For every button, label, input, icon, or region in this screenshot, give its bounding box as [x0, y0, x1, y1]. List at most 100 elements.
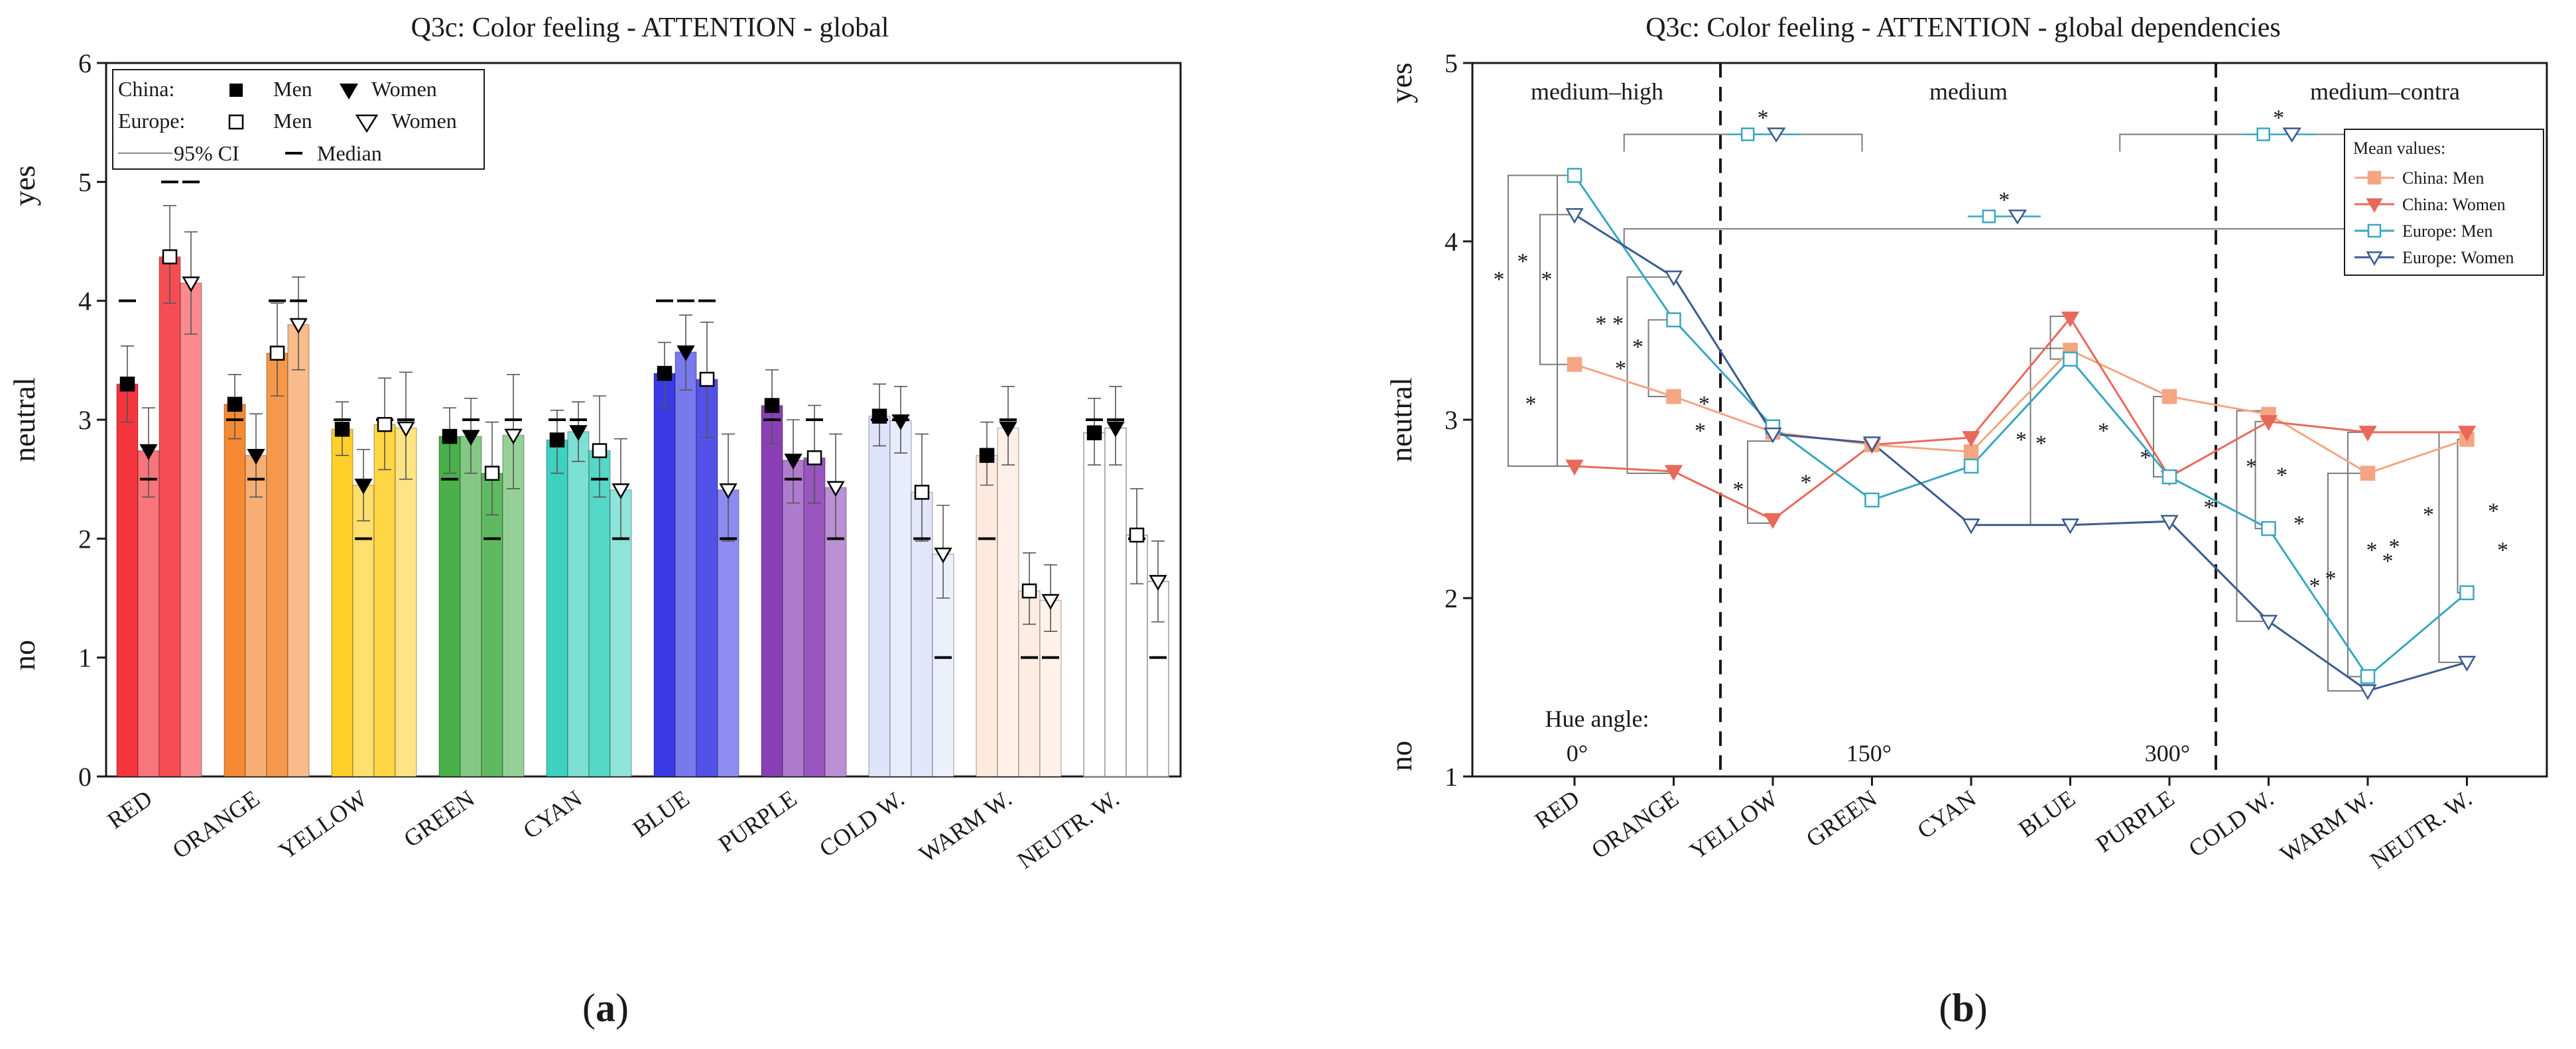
bar-orange-2 [266, 352, 289, 777]
legend-b-title: Mean values: [2353, 139, 2445, 158]
bracket-yellow [1747, 440, 1773, 524]
bar-orange-0 [224, 403, 246, 777]
panel-a: Q3c: Color feeling - ATTENTION - global … [7, 13, 1182, 1030]
point-europe-men [1963, 458, 1979, 474]
region-label-medium-high: medium–high [1531, 78, 1663, 105]
marker-1 [354, 478, 373, 495]
sig-star: * [1801, 470, 1812, 495]
sig-star: * [2204, 495, 2215, 520]
sig-star: * [2382, 549, 2394, 574]
panel-b-significance-brackets: ***** ****** ** ***** *** ** *** *** ** [1494, 106, 2508, 692]
panel-a-caption-letter: a [596, 986, 615, 1030]
marker-2 [377, 416, 393, 432]
marker-3 [397, 421, 415, 438]
bar-neutr. w.-1 [1104, 427, 1127, 777]
x-label-coldw: COLD W. [814, 785, 909, 863]
x-label-cyan: CYAN [518, 785, 586, 844]
point-europe-men [2161, 469, 2177, 485]
sig-star: * [2325, 567, 2337, 591]
point-europe-women [1565, 208, 1584, 224]
legend-b-text-china-women: China: Women [2402, 195, 2506, 214]
x-label-green: GREEN [399, 785, 479, 853]
panel-a-ylabel-no: no [7, 640, 41, 670]
legend-b-text-europe-men: Europe: Men [2402, 221, 2492, 241]
legend-median-text: Median [317, 141, 382, 165]
point-europe-women [1962, 518, 1980, 534]
y-tick-label: 4 [78, 286, 92, 316]
legend-europe-men-text: Men [273, 109, 312, 133]
hue-angle-300: 300° [2145, 740, 2190, 767]
x-label-green: GREEN [1801, 785, 1882, 853]
marker-2 [699, 371, 715, 387]
y-tick-label: 2 [1445, 584, 1458, 613]
marker-1 [462, 430, 480, 446]
bar-purple-2 [803, 457, 826, 777]
marker-0 [871, 408, 887, 424]
y-tick-label: 6 [78, 48, 92, 78]
series-line-china-women [1574, 316, 2467, 521]
point-europe-women [1664, 271, 1683, 286]
sig-star: * [1541, 267, 1553, 292]
sig-star: * [2488, 499, 2499, 524]
sig-star: * [1695, 418, 1706, 443]
point-europe-men [2459, 585, 2475, 601]
marker-2 [484, 465, 500, 481]
panel-b-ylabel-neutral: neutral [1384, 377, 1418, 462]
marker-2 [592, 443, 608, 458]
panel-a-ylabel-yes: yes [7, 165, 41, 206]
pair-long-women [2008, 210, 2028, 225]
x-label-orange: ORANGE [168, 785, 265, 864]
panel-b-caption-letter: b [1952, 986, 1974, 1030]
region-label-medium: medium [1929, 78, 2008, 105]
x-label-warmw: WARM W. [915, 785, 1017, 868]
sig-star: * [1615, 356, 1626, 381]
marker-3 [826, 481, 845, 497]
sig-star: * [2016, 428, 2027, 452]
sig-star: * [2497, 538, 2508, 563]
point-china-women [2061, 311, 2080, 328]
x-label-coldw: COLD W. [2184, 785, 2279, 863]
sig-star: * [2273, 106, 2284, 131]
sig-star: * [2276, 463, 2287, 488]
bracket-purple [2153, 396, 2169, 478]
bar-red-0 [116, 383, 139, 777]
bracket-neutral-outer [2438, 431, 2467, 663]
sig-star: * [2098, 418, 2109, 443]
sig-star: * [1612, 312, 1624, 336]
point-china-men [2161, 389, 2177, 404]
legend-b-marker-europe-men [2367, 223, 2382, 238]
panel-b-x-labels: RED ORANGE YELLOW GREEN CYAN BLUE PURPLE COLD W… [1530, 785, 2477, 874]
marker-3 [504, 428, 523, 445]
legend-b-marker-china-women [2366, 198, 2383, 213]
bar-cold w.-1 [889, 420, 912, 777]
bar-purple-1 [782, 460, 805, 777]
panel-a-bars [116, 256, 1169, 777]
panel-b-markers [1565, 168, 2477, 700]
y-tick-label: 0 [78, 762, 92, 792]
marker-0 [1086, 425, 1102, 440]
sig-star: * [2246, 454, 2257, 479]
point-europe-women [2259, 615, 2278, 631]
legend-europe-women-marker [355, 114, 379, 133]
bracket-cold-inner [2254, 420, 2269, 530]
bar-cyan-2 [588, 450, 611, 777]
panel-a-caption: (a) [582, 986, 629, 1030]
bracket-orange-outer [1626, 276, 1674, 474]
marker-0 [227, 397, 243, 412]
point-europe-men [2063, 351, 2078, 367]
series-line-europe-men [1573, 174, 2468, 678]
hue-angle-0: 0° [1567, 740, 1588, 767]
panel-a-x-labels: RED ORANGE YELLOW GREEN CYAN BLUE PURPLE COLD W… [103, 785, 1124, 874]
point-europe-women [1764, 427, 1782, 444]
bar-orange-1 [245, 455, 267, 777]
point-europe-men [2360, 669, 2376, 684]
sig-star: * [1733, 477, 1744, 502]
series-line-europe-women [1574, 214, 2467, 692]
y-tick-label: 2 [78, 524, 92, 554]
marker-2 [1021, 583, 1037, 599]
marker-3 [1041, 593, 1060, 610]
legend-china-women-text: Women [371, 77, 437, 101]
point-china-women [2457, 426, 2477, 442]
legend-b-marker-europe-women [2366, 251, 2383, 266]
